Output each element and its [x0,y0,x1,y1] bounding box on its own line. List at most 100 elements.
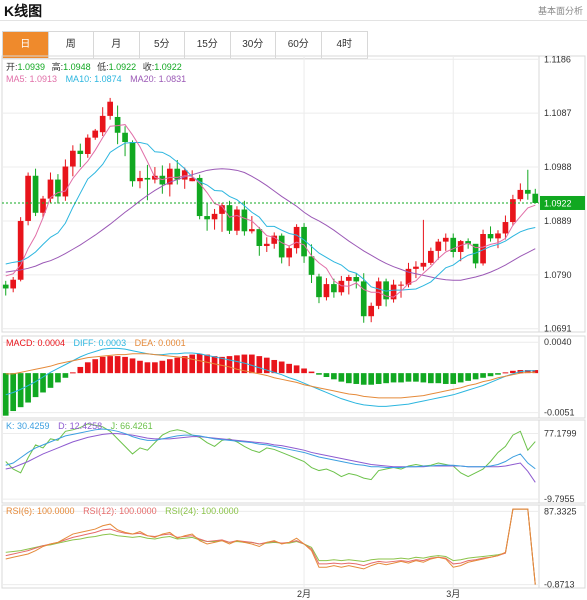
svg-text:开:1.0939 高:1.0948 低:1.: 开:1.0939 高:1.0948 低:1.0922 收:1.0922 [6,61,182,72]
kdj-tick-label: -9.7955 [544,494,575,504]
diff-line [5,347,536,407]
macd-bar [189,354,196,374]
macd-bar [316,373,322,375]
tab-month[interactable]: 月 [94,32,140,58]
candle-body [166,168,173,185]
candle-body [17,220,24,280]
macd-bar [241,354,248,374]
x-tick-label: 2月 [297,589,311,599]
macd-bar [25,373,31,403]
macd-bar [368,373,375,385]
close-value: 1.0922 [154,62,182,72]
macd-bar [32,373,39,398]
macd-bar [47,373,54,388]
candle-body [256,229,263,246]
candle-body [293,226,300,249]
candle-body [308,256,315,275]
tab-15min[interactable]: 15分 [185,32,231,58]
candle-body [92,130,99,138]
macd-bar [331,373,337,380]
macd-bar [480,373,486,378]
macd-bar [457,373,464,383]
macd-bar [114,356,121,374]
candle-body [428,250,434,263]
macd-tick-label: 0.0040 [544,337,572,347]
candle-body [487,234,494,239]
tab-5min[interactable]: 5分 [140,32,185,58]
current-price-label: 1.0922 [544,198,572,208]
macd-bar [487,373,494,377]
candle-body [40,198,46,213]
open-label: 开: [6,62,18,72]
tab-30min[interactable]: 30分 [231,32,276,58]
candle-body [25,175,31,221]
macd-bar [532,370,539,374]
candle-body [249,229,255,232]
candle-body [99,115,106,133]
macd-bar [137,360,143,374]
rsi-panel [1,504,586,589]
candle-body [263,243,270,246]
page-title: K线图 [4,3,43,19]
candle-body [457,241,464,252]
candle-body [241,209,248,232]
k-value: K: 30.4259 [6,421,50,431]
macd-bar [472,373,479,380]
candle-body [442,237,449,242]
macd-bar [159,360,166,374]
macd-bar [107,356,113,374]
candle-body [2,284,9,289]
tab-day[interactable]: 日 [3,32,49,58]
candle-body [450,237,457,252]
macd-bar [286,363,292,374]
macd-bar [152,362,158,374]
price-panel [1,55,586,333]
candle-body [196,177,203,217]
ma10-line [5,142,536,292]
j-value: J: 66.4261 [111,421,153,431]
macd-bar [181,356,188,374]
ma5-label: MA5: 1.0913 [6,74,57,84]
ma20-line [5,168,536,281]
price-tick-label: 1.1186 [544,54,571,64]
macd-value: MACD: 0.0004 [6,338,65,348]
macd-bar [360,373,367,385]
d-value: D: 12.4258 [58,421,102,431]
tab-4hour[interactable]: 4时 [336,39,353,50]
price-tick-label: 1.1087 [544,108,572,118]
macd-bar [510,370,516,374]
macd-bar [323,373,330,377]
candle-body [77,150,84,154]
candle-body [465,241,471,244]
candle-body [219,205,225,214]
d-line [5,433,536,483]
macd-bar [256,356,263,374]
tab-week[interactable]: 周 [49,32,94,58]
macd-bar [502,372,509,374]
rsi-tick-label: 87.3325 [544,506,577,516]
macd-bar [77,366,84,374]
candle-body [517,189,524,200]
k-line [5,428,536,470]
candle-body [360,281,367,317]
candle-body [338,280,345,293]
close-label: 收: [143,61,155,72]
candle-body [502,222,509,234]
price-tick-label: 1.0691 [544,324,572,334]
candle-body [398,284,404,286]
rsi12-value: RSI(12): 100.0000 [83,506,157,516]
tab-60min[interactable]: 60分 [276,32,322,58]
macd-bar [92,359,99,374]
macd-bar [450,373,457,384]
candle-body [510,199,516,223]
fundamental-analysis-link[interactable]: 基本面分析 [537,6,583,16]
candle-body [234,209,240,231]
macd-bar [383,373,389,384]
candle-body [368,305,375,317]
open-value: 1.0939 [18,62,46,72]
macd-tick-label: -0.0051 [544,408,575,418]
candle-body [129,142,136,182]
macd-bar [263,357,270,374]
ma20-label: MA20: 1.0831 [130,74,186,84]
